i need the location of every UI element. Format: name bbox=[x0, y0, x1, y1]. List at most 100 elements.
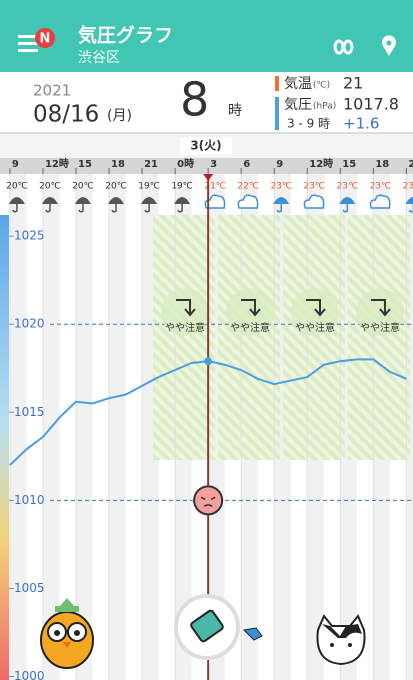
y-tick-label: 1010 bbox=[14, 493, 45, 507]
umbrella bbox=[405, 197, 413, 204]
date: 08/16 bbox=[33, 102, 99, 128]
divider bbox=[0, 132, 413, 134]
pressure-change: +1.6 bbox=[343, 115, 379, 133]
location: 渋谷区 bbox=[78, 50, 120, 66]
temp-label: 気温 bbox=[284, 76, 312, 92]
y-tick-label: 1015 bbox=[14, 405, 45, 419]
time-tick-label: 15 bbox=[78, 159, 92, 170]
cloud bbox=[369, 194, 391, 209]
edit-button[interactable] bbox=[174, 594, 240, 660]
temperature: 23℃ bbox=[403, 182, 413, 192]
caution-zone bbox=[282, 215, 345, 460]
time-tick-label: 21 bbox=[144, 159, 158, 170]
time-tick-label: 9 bbox=[12, 159, 19, 170]
umbrella-handle bbox=[177, 204, 183, 213]
header-bar bbox=[0, 0, 413, 72]
pressure-label: 気圧 bbox=[284, 97, 312, 113]
hour-unit: 時 bbox=[228, 103, 242, 119]
caution-icon bbox=[355, 288, 404, 336]
time-strip bbox=[0, 158, 413, 174]
characters bbox=[40, 594, 366, 669]
caution-zone bbox=[347, 215, 410, 460]
caution-label: やや注意 bbox=[360, 321, 400, 334]
day-tab-bg bbox=[180, 137, 232, 155]
time-tick-label: 21 bbox=[408, 159, 413, 170]
badge bbox=[35, 28, 55, 48]
weather-icon bbox=[41, 197, 58, 213]
umbrella bbox=[339, 197, 356, 204]
temperature: 20℃ bbox=[6, 182, 28, 192]
owl[interactable] bbox=[40, 598, 94, 669]
time-tick-label: 0時 bbox=[177, 157, 194, 170]
hour: 8 bbox=[180, 73, 209, 127]
day-tab[interactable]: 3(火) bbox=[190, 139, 221, 153]
weather-icon bbox=[303, 194, 325, 209]
weather-icon bbox=[237, 194, 259, 209]
cloud bbox=[303, 194, 325, 209]
caution-arrow bbox=[176, 299, 196, 317]
column-band bbox=[9, 174, 27, 680]
cloud bbox=[204, 194, 226, 209]
level-bar bbox=[0, 215, 9, 680]
temperature: 21℃ bbox=[204, 182, 226, 192]
caution-glow bbox=[226, 288, 275, 336]
umbrella bbox=[273, 197, 290, 204]
temp-unit: (℃) bbox=[313, 81, 330, 91]
temperature: 20℃ bbox=[105, 182, 127, 192]
time-tick-label: 18 bbox=[375, 159, 389, 170]
weather-icon bbox=[141, 197, 158, 213]
location-button[interactable] bbox=[382, 35, 396, 56]
time-tick-label: 15 bbox=[342, 159, 356, 170]
now-marker bbox=[203, 174, 214, 181]
time-tick-label: 12時 bbox=[309, 157, 333, 170]
y-tick-label: 1020 bbox=[14, 317, 45, 331]
umbrella-handle bbox=[276, 204, 282, 213]
y-tick-label: 1025 bbox=[14, 229, 45, 243]
weather-icon bbox=[405, 197, 413, 213]
caution-label: やや注意 bbox=[230, 321, 270, 334]
column-band bbox=[75, 174, 93, 680]
weather-icon bbox=[369, 194, 391, 209]
time-tick-label: 3 bbox=[210, 159, 217, 170]
umbrella-handle bbox=[12, 204, 18, 213]
temperature: 22℃ bbox=[237, 182, 259, 192]
weather-icon bbox=[339, 197, 356, 213]
umbrella-handle bbox=[78, 204, 84, 213]
caution-zone bbox=[153, 215, 216, 460]
weekday: (月) bbox=[107, 108, 132, 124]
umbrella bbox=[141, 197, 158, 204]
cat[interactable] bbox=[316, 614, 366, 666]
temperature: 23℃ bbox=[337, 182, 359, 192]
temperature: 20℃ bbox=[72, 182, 94, 192]
column-band bbox=[109, 174, 126, 680]
weather-icon bbox=[8, 197, 25, 213]
weather-icon bbox=[204, 194, 226, 209]
temperature: 23℃ bbox=[270, 182, 292, 192]
caution-icon bbox=[226, 288, 275, 336]
caution-glow bbox=[290, 288, 339, 336]
view-button[interactable] bbox=[333, 39, 354, 55]
temperature: 19℃ bbox=[171, 182, 193, 192]
y-tick-label: 1000 bbox=[14, 669, 45, 680]
umbrella-handle bbox=[342, 204, 349, 213]
umbrella-handle bbox=[408, 204, 413, 213]
caution-arrow bbox=[241, 299, 261, 317]
temperature: 23℃ bbox=[303, 182, 325, 192]
pressure-bar bbox=[275, 97, 279, 130]
caution-glow bbox=[161, 288, 210, 336]
umbrella bbox=[74, 197, 91, 204]
info-panel bbox=[0, 72, 413, 132]
cloud bbox=[237, 194, 259, 209]
time-tick-label: 9 bbox=[276, 159, 283, 170]
menu-button[interactable] bbox=[18, 35, 38, 52]
caution-icon bbox=[290, 288, 339, 336]
weather-icon bbox=[108, 197, 125, 213]
time-tick-label: 6 bbox=[243, 159, 250, 170]
umbrella-handle bbox=[45, 204, 51, 213]
caution-icon bbox=[161, 288, 210, 336]
time-tick-label: 18 bbox=[111, 159, 125, 170]
pressure-range: 3 - 9 時 bbox=[287, 117, 330, 131]
umbrella bbox=[108, 197, 125, 204]
badge-text: N bbox=[40, 32, 51, 47]
